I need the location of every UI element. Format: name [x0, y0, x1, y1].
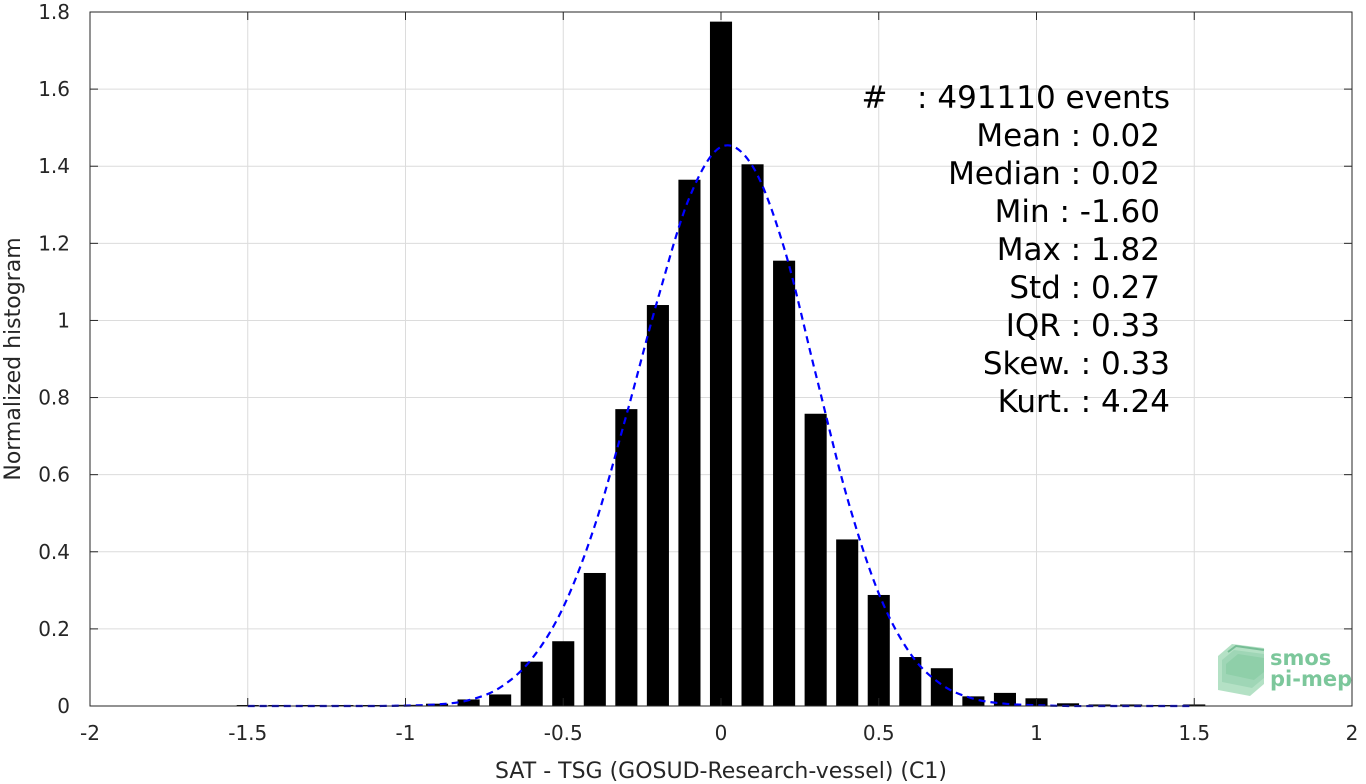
y-tick-label: 1.4: [38, 154, 70, 178]
stat-events: # : 491110 events: [862, 80, 1170, 116]
stat-max: Max : 1.82: [997, 232, 1160, 268]
x-tick-label: 0.5: [863, 721, 895, 745]
smos-pimep-logo: smos pi-mep: [1218, 644, 1352, 696]
y-tick-label: 1.8: [38, 0, 70, 24]
x-tick-label: 2: [1346, 721, 1359, 745]
stat-median: Median : 0.02: [948, 156, 1160, 192]
histogram-bar: [678, 179, 701, 706]
stat-skew: Skew. : 0.33: [983, 346, 1170, 382]
normal-fit-curve: [247, 144, 1195, 708]
y-tick-label: 0.2: [38, 617, 70, 641]
x-axis-ticks: -2 -1.5 -1 -0.5 0 0.5 1 1.5 2: [80, 12, 1358, 745]
stat-min: Min : -1.60: [995, 194, 1160, 230]
histogram-bar: [1057, 703, 1080, 706]
histogram-bar: [899, 657, 922, 706]
x-tick-label: -0.5: [544, 721, 583, 745]
histogram-bar: [867, 594, 890, 706]
histogram-bar: [520, 661, 543, 706]
histogram-bar: [426, 703, 449, 706]
x-axis-label: SAT - TSG (GOSUD-Research-vessel) (C1): [495, 759, 947, 784]
x-tick-label: -2: [80, 721, 100, 745]
bars: [236, 21, 1206, 707]
histogram-bar: [993, 692, 1016, 706]
stat-iqr: IQR : 0.33: [1006, 308, 1160, 344]
logo-text-smos: smos: [1270, 646, 1331, 670]
histogram-bar: [583, 572, 606, 706]
y-tick-label: 1: [57, 308, 70, 332]
stat-kurt: Kurt. : 4.24: [998, 384, 1170, 420]
y-tick-label: 1.6: [38, 77, 70, 101]
layers-icon: [1218, 644, 1265, 696]
x-tick-label: -1: [396, 721, 416, 745]
histogram-bar: [741, 164, 764, 707]
y-tick-label: 0: [57, 694, 70, 718]
histogram-bar: [804, 413, 827, 706]
y-axis-label: Normalized histogram: [1, 237, 26, 480]
stat-std: Std : 0.27: [1009, 270, 1160, 306]
histogram-bar: [930, 668, 953, 706]
histogram-bar: [836, 539, 859, 706]
x-tick-label: 1: [1030, 721, 1043, 745]
y-tick-label: 0.4: [38, 540, 70, 564]
y-tick-label: 1.2: [38, 231, 70, 255]
y-axis-ticks: 0 0.2 0.4 0.6 0.8 1 1.2 1.4 1.6 1.8: [38, 0, 1352, 718]
histogram-bar: [489, 694, 512, 706]
histogram-bar: [709, 21, 733, 706]
histogram-bar: [552, 641, 575, 706]
histogram-bar: [773, 260, 796, 706]
logo-text-pimep: pi-mep: [1270, 667, 1352, 691]
y-tick-label: 0.8: [38, 386, 70, 410]
histogram-bar: [457, 699, 480, 706]
x-tick-label: -1.5: [228, 721, 267, 745]
histogram-bar: [646, 305, 669, 706]
histogram-bar: [1120, 704, 1143, 706]
x-tick-label: 0: [715, 721, 728, 745]
y-tick-label: 0.6: [38, 463, 70, 487]
histogram-bar: [962, 696, 985, 706]
x-tick-label: 1.5: [1178, 721, 1210, 745]
histogram-bar: [615, 409, 638, 706]
stats-annotation: # : 491110 events Mean : 0.02 Median : 0…: [862, 80, 1170, 420]
stat-mean: Mean : 0.02: [976, 118, 1160, 154]
